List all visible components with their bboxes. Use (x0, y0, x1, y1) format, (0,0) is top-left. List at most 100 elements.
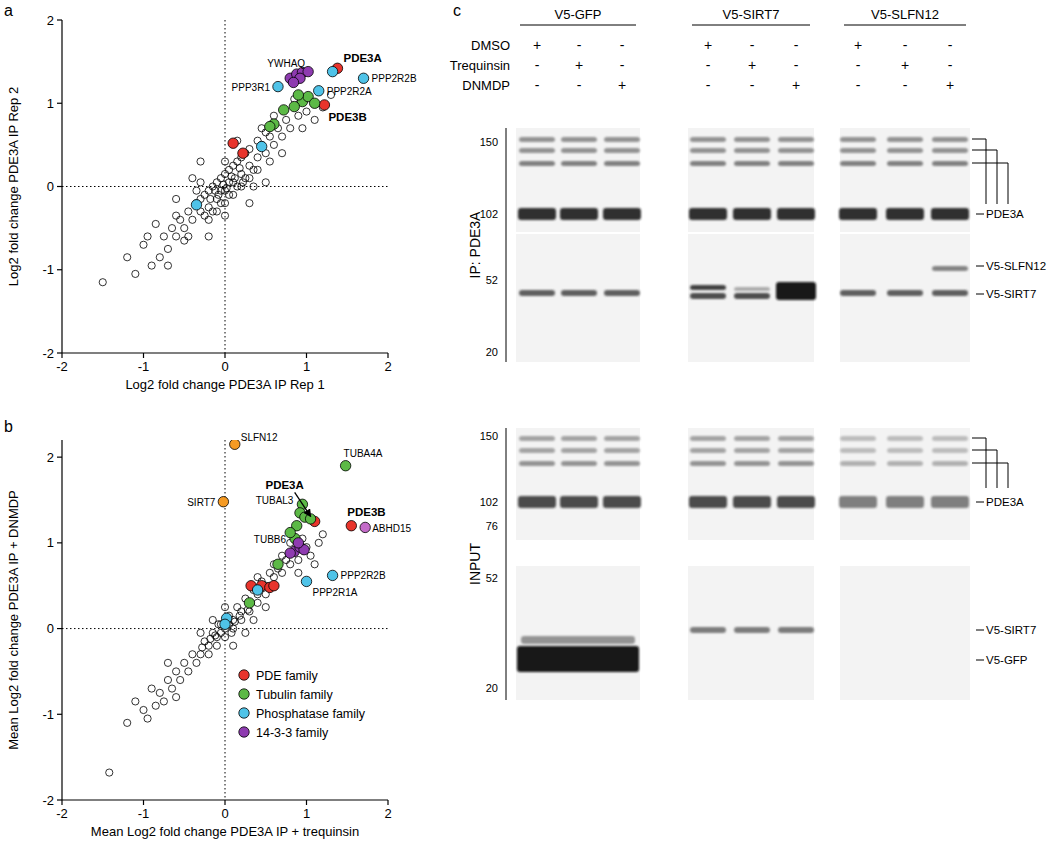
band (932, 161, 968, 166)
protein-point (140, 706, 147, 713)
protein-point (132, 698, 139, 705)
legend-swatch (239, 670, 249, 680)
treatment-sign: - (535, 57, 540, 73)
y-tick-label: -2 (42, 793, 54, 808)
band (690, 627, 726, 633)
protein-point (144, 233, 151, 240)
x-tick-label: 1 (303, 359, 310, 374)
protein-point (207, 195, 214, 202)
label-arrow (295, 492, 311, 516)
protein-point (207, 635, 214, 642)
blot-membrane (688, 128, 814, 232)
band (690, 285, 726, 290)
protein-point (231, 618, 238, 625)
mw-marker: 52 (486, 572, 498, 584)
y-tick-label: -1 (42, 707, 54, 722)
band (839, 496, 877, 508)
blot-membrane (840, 234, 970, 362)
protein-point (185, 208, 192, 215)
treatment-sign: - (794, 57, 799, 73)
band (519, 448, 555, 453)
highlight-point (218, 497, 228, 507)
y-tick-label: 2 (47, 13, 54, 28)
band (887, 290, 923, 296)
band (840, 161, 876, 166)
protein-point (278, 552, 285, 559)
band (561, 148, 597, 153)
highlight-point (327, 66, 337, 76)
protein-point (185, 233, 192, 240)
blot-membrane (516, 428, 640, 540)
protein-point (234, 604, 241, 611)
protein-point (238, 608, 245, 615)
blot-membrane (516, 234, 640, 362)
protein-point (193, 659, 200, 666)
panel-label: c (453, 2, 461, 19)
band (604, 461, 640, 466)
protein-point (213, 634, 220, 641)
band (734, 161, 770, 166)
legend-label: 14-3-3 family (256, 726, 329, 740)
band (604, 436, 640, 441)
highlight-point (220, 619, 230, 629)
protein-point (315, 539, 322, 546)
band (518, 208, 556, 220)
protein-point (205, 187, 212, 194)
treatment-sign: - (856, 77, 861, 93)
highlight-point (230, 440, 240, 449)
y-tick-label: 1 (47, 96, 54, 111)
protein-point (197, 179, 204, 186)
treatment-sign: + (575, 57, 583, 73)
point-label: PDE3B (347, 506, 385, 518)
band (519, 436, 555, 441)
legend: PDE familyTubulin familyPhosphatase fami… (239, 669, 366, 740)
protein-point (242, 629, 249, 636)
protein-point (212, 632, 219, 639)
protein-point (262, 604, 269, 611)
protein-point (173, 694, 180, 701)
x-tick-label: -2 (56, 359, 68, 374)
y-tick (57, 269, 62, 270)
protein-point (152, 702, 159, 709)
protein-point (217, 629, 224, 636)
protein-point (181, 659, 188, 666)
protein-point (164, 262, 171, 269)
y-tick (57, 799, 62, 800)
protein-point (148, 685, 155, 692)
point-label: PDE3A (265, 479, 303, 491)
group-underline (692, 25, 810, 26)
protein-point (221, 604, 228, 611)
protein-point (173, 233, 180, 240)
x-tick (387, 800, 388, 805)
band (604, 148, 640, 153)
x-tick (387, 353, 388, 358)
band (886, 208, 924, 220)
x-tick-label: 2 (384, 806, 391, 821)
protein-point (287, 125, 294, 132)
band (887, 436, 923, 441)
band (690, 293, 726, 299)
protein-point (197, 651, 204, 658)
protein-point (189, 175, 196, 182)
point-label: PDE3B (328, 111, 366, 123)
protein-point (213, 642, 220, 649)
band (932, 266, 968, 271)
treatment-sign: - (903, 37, 908, 53)
highlight-point (228, 138, 238, 148)
protein-point (213, 179, 220, 186)
label-dash (976, 660, 984, 661)
treatment-sign: - (750, 77, 755, 93)
protein-point (254, 154, 261, 161)
highlight-point (293, 538, 303, 548)
protein-point (132, 270, 139, 277)
protein-point (295, 569, 302, 576)
band (690, 448, 726, 453)
band (690, 148, 726, 153)
band (778, 148, 814, 153)
mw-marker: 76 (486, 520, 498, 532)
highlight-point (191, 200, 201, 210)
protein-point (205, 233, 212, 240)
band (778, 627, 814, 633)
western-blot: cV5-GFP+---+---+V5-SIRT7+---+---+V5-SLFN… (450, 2, 1046, 700)
treatment-label: DMSO (471, 38, 510, 53)
